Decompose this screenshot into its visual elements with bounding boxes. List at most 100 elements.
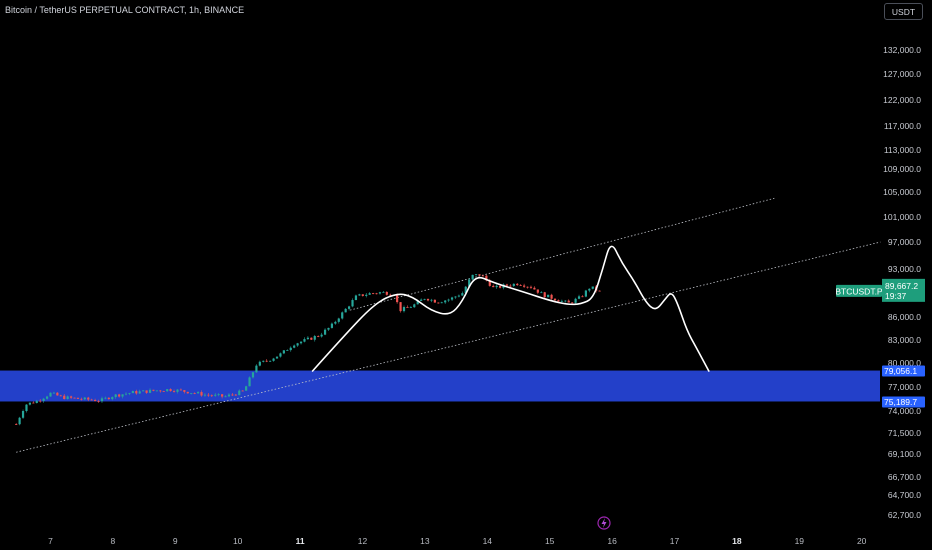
candle-body [145,390,148,393]
candle-body [111,397,114,400]
candle-body [557,300,560,302]
candle-body [598,290,601,292]
currency-button[interactable]: USDT [884,3,923,20]
candle-body [135,391,138,394]
candle-body [35,400,38,404]
candle-body [138,391,141,394]
candle-body [447,299,450,301]
candle-body [73,397,76,399]
candle-body [409,307,412,309]
y-tick-label: 64,700.0 [888,490,921,500]
candle-body [94,400,97,402]
candle-body [28,402,32,405]
candle-body [320,334,323,337]
candle-body [114,394,117,398]
support-zone[interactable] [0,370,880,402]
x-tick-label: 20 [857,536,867,546]
candle-body [52,392,56,394]
candle-body [481,275,485,277]
candle-body [234,394,237,396]
candle-body [516,283,519,286]
candle-body [464,286,467,294]
candle-body [63,395,66,400]
candle-body [224,396,227,398]
candle-body [396,295,399,303]
candle-body [488,280,491,286]
candle-body [152,389,155,391]
candle-body [245,386,248,391]
x-tick-label: 15 [545,536,555,546]
candle-body [474,274,478,276]
candle-body [272,358,275,361]
candle-body [358,294,361,296]
candle-body [306,337,309,340]
candle-body [121,394,124,397]
candle-body [210,395,213,397]
candle-body [588,288,591,291]
channel-line-1[interactable] [349,197,775,311]
y-tick-label: 71,500.0 [888,428,921,438]
symbol-badge-bg [836,284,882,297]
candle-body [413,304,416,308]
candle-body [131,391,134,394]
candle-body [529,286,533,288]
x-tick-label: 13 [420,536,430,546]
x-tick-label: 11 [296,536,305,546]
candle-body [437,302,440,304]
candle-body [423,298,426,300]
candle-body [193,393,196,394]
lightning-icon[interactable] [597,516,611,530]
candle-body [104,397,107,399]
candle-body [265,360,268,362]
candle-body [471,274,474,280]
x-tick-label: 7 [48,536,53,546]
candle-body [231,394,234,396]
candle-body [399,302,402,312]
candle-body [341,312,344,319]
candle-body [90,399,93,401]
support-zone-layer [0,370,880,402]
candle-body [169,389,172,392]
candle-body [337,318,340,322]
current-price-badge-bg [882,278,925,302]
candle-body [478,274,481,276]
candle-body [361,294,364,296]
candle-body [196,392,200,394]
channel-line-2[interactable] [16,241,881,453]
y-tick-label: 77,000.0 [888,382,921,392]
candle-body [32,402,35,404]
candle-body [183,390,186,392]
candle-body [351,300,354,307]
candle-body [248,377,251,387]
candle-body [142,390,145,392]
y-tick-label: 113,000.0 [884,145,921,155]
y-tick-label: 62,700.0 [888,510,921,520]
y-tick-label: 69,100.0 [888,449,921,459]
y-tick-label: 80,000.0 [888,358,921,368]
candle-body [444,300,447,303]
x-tick-label: 12 [358,536,368,546]
candle-body [450,297,454,300]
projection-path[interactable] [311,245,710,372]
candle-body [293,345,296,348]
candle-body [128,393,131,394]
candle-body [56,392,59,396]
candle-body [299,341,303,344]
candle-body [416,300,419,305]
candle-body [323,329,327,335]
y-tick-label: 93,000.0 [888,264,921,274]
candle-body [162,391,165,392]
candle-body [526,286,529,288]
candle-body [275,356,279,359]
price-badges: BTCUSDT.P89,667.219:37 79,056.1 75,189.7 [835,278,925,408]
y-tick-label: 83,000.0 [888,335,921,345]
y-tick-label: 74,000.0 [888,406,921,416]
candle-body [190,393,193,394]
candle-body [66,396,69,400]
candle-body [378,292,382,294]
candle-body [330,323,334,328]
candle-body [100,398,104,402]
y-tick-label: 127,000.0 [883,69,921,79]
candle-body [258,361,261,366]
